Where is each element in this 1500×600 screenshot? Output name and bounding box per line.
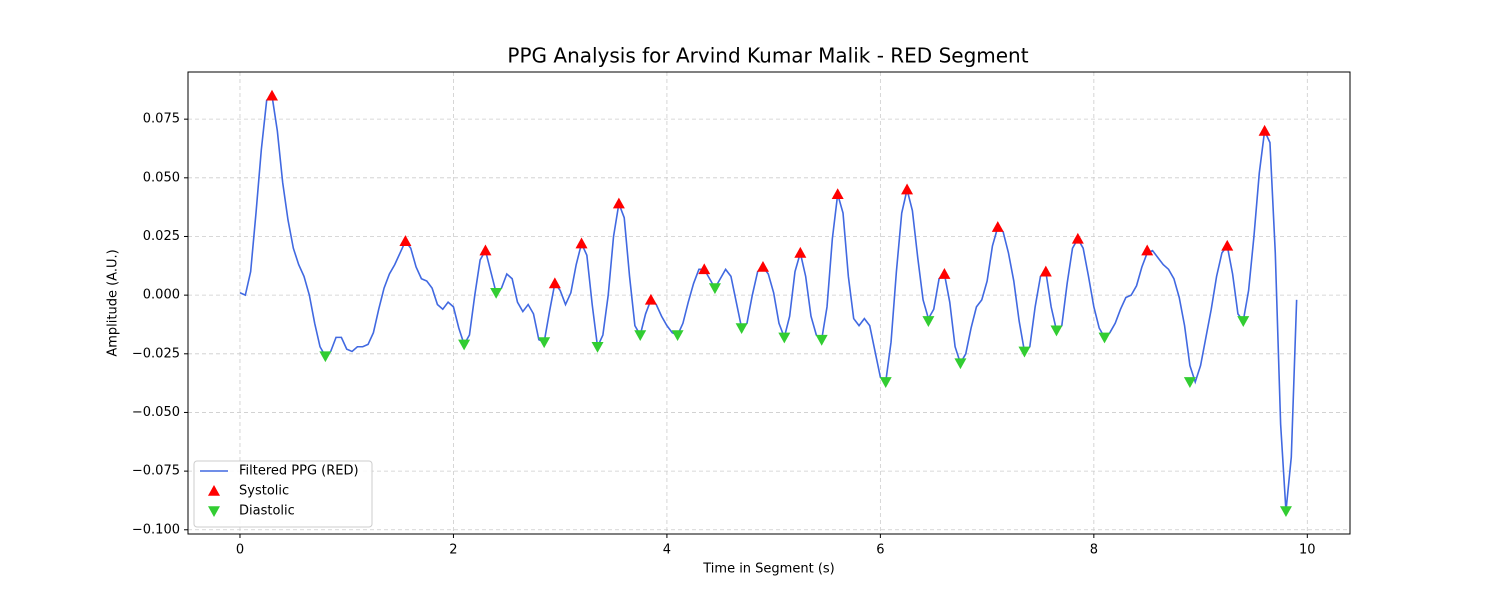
diastolic-marker [490,287,503,299]
systolic-marker [938,268,951,279]
diastolic-marker [1018,346,1031,358]
plot-frame [187,71,1351,535]
systolic-marker [644,293,657,305]
systolic-marker [265,89,278,101]
ppg-line [239,94,1298,512]
diastolic-marker [1050,325,1063,337]
y-axis-label: Amplitude (A.U.) [106,249,121,356]
systolic-marker [1221,239,1234,251]
x-tick-label: 10 [1299,543,1316,558]
systolic-marker [756,260,769,272]
legend-marker [208,506,220,517]
diastolic-marker [708,283,721,295]
systolic-marker [1039,265,1052,277]
x-tick-label: 4 [663,543,671,558]
diastolic-marker [1098,332,1111,344]
chart-title: PPG Analysis for Arvind Kumar Malik - RE… [507,44,1028,68]
systolic-marker [698,263,711,275]
y-tick-label: 0.050 [143,170,180,185]
diastolic-marker [458,339,471,351]
diastolic-marker [815,334,828,346]
diastolic-marker [1237,316,1250,327]
y-tick-label: −0.100 [132,522,180,537]
y-tick-label: 0.025 [143,229,180,244]
systolic-marker [479,244,492,256]
y-tick-label: −0.075 [132,464,180,479]
legend-label: Filtered PPG (RED) [239,464,359,479]
systolic-marker [991,221,1004,232]
diastolic-marker [922,316,935,327]
diastolic-marker [1183,377,1196,388]
systolic-marker [1258,124,1271,136]
diastolic-marker [671,330,684,342]
systolic-marker [575,237,588,249]
diastolic-marker [319,351,332,363]
diastolic-marker [735,323,748,334]
legend-label: Diastolic [239,504,295,519]
systolic-marker [399,235,412,246]
x-tick-label: 6 [876,543,884,558]
diastolic-marker [538,337,551,349]
systolic-marker [1141,244,1154,256]
diastolic-marker [634,330,647,342]
y-tick-label: −0.050 [132,405,180,420]
y-tick-label: 0.000 [143,288,180,303]
legend-box [193,460,373,528]
x-tick-label: 2 [449,543,457,558]
diastolic-marker [1279,506,1292,518]
systolic-marker [901,183,914,195]
systolic-marker [831,188,844,200]
x-axis-label: Time in Segment (s) [702,562,834,577]
diastolic-marker [591,341,604,353]
systolic-marker [1071,232,1084,244]
systolic-marker [794,246,807,258]
diastolic-marker [778,332,791,344]
y-tick-label: 0.075 [143,112,180,127]
diastolic-marker [879,377,892,388]
x-tick-label: 8 [1090,543,1098,558]
legend-marker [208,485,220,496]
systolic-marker [612,197,625,209]
diastolic-marker [954,358,967,370]
y-tick-label: −0.025 [132,346,180,361]
legend-label: Systolic [239,484,289,499]
systolic-marker [548,277,561,289]
x-tick-label: 0 [236,543,244,558]
